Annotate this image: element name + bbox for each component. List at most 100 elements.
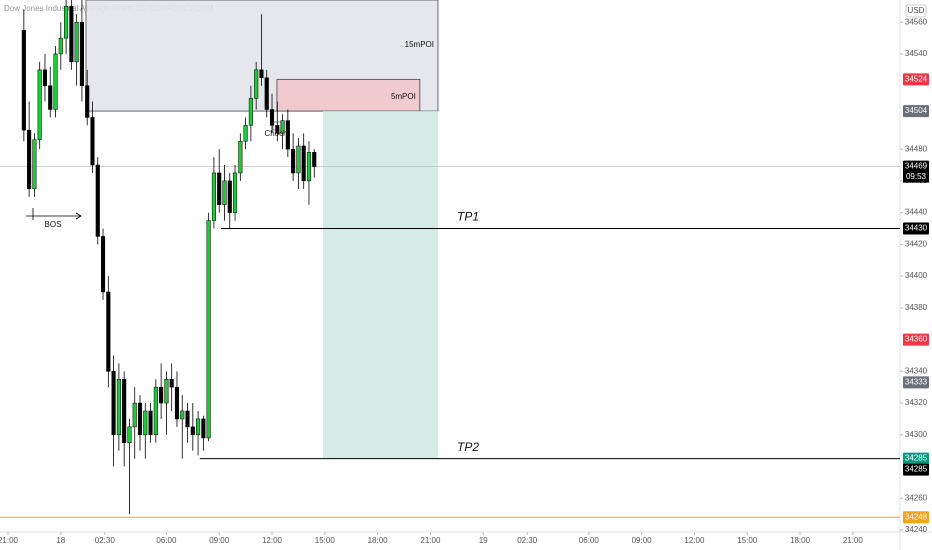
- price-badge: [903, 222, 929, 235]
- candle-body: [169, 379, 174, 388]
- candle-body: [269, 109, 275, 126]
- y-tick-label: 34320: [905, 398, 928, 407]
- currency: USD: [908, 6, 925, 15]
- candle-body: [206, 220, 211, 439]
- candle-body: [248, 98, 253, 126]
- x-tick-label: 06:00: [579, 536, 600, 545]
- candle-body: [74, 21, 79, 63]
- candle-body: [32, 139, 37, 190]
- candle-body: [312, 152, 317, 167]
- candle-body: [127, 426, 132, 443]
- price-badge-label: 34360: [905, 335, 928, 344]
- candle-body: [58, 37, 63, 55]
- candle-body: [164, 379, 169, 404]
- y-tick-label: 34400: [905, 271, 928, 280]
- candle-body: [85, 85, 90, 118]
- candle-body: [227, 180, 232, 213]
- candle-body: [217, 172, 222, 205]
- candle-body: [291, 148, 296, 174]
- candle-body: [137, 402, 143, 436]
- choch-label: Choch: [264, 129, 287, 138]
- candle-body: [196, 418, 201, 436]
- candle-body: [122, 379, 127, 443]
- x-tick-label: 02:30: [517, 536, 538, 545]
- x-tick-label: 06:00: [156, 536, 177, 545]
- candle-body: [21, 29, 26, 131]
- price-badge-label: 34430: [905, 224, 928, 233]
- y-tick-label: 34420: [905, 239, 928, 248]
- candle-body: [79, 21, 84, 86]
- x-tick-label: 15:00: [737, 536, 758, 545]
- price-badge-label: 34469: [905, 162, 928, 171]
- price-badge-label: 34333: [905, 378, 928, 387]
- x-tick-label: 18:00: [368, 536, 389, 545]
- candle-body: [306, 152, 312, 182]
- x-tick-label: 18: [56, 536, 65, 545]
- countdown: 09:53: [906, 172, 927, 181]
- price-badge: [903, 160, 929, 173]
- candle-body: [232, 172, 238, 213]
- zone-label: 5mPOI: [391, 92, 416, 101]
- zone: [276, 78, 421, 112]
- price-badge: [903, 73, 929, 86]
- price-badge: [903, 105, 929, 118]
- price-badge: [903, 452, 929, 465]
- x-tick-label: 19: [479, 536, 488, 545]
- bos-label: BOS: [45, 220, 62, 229]
- price-badge: [903, 463, 929, 476]
- candle-body: [100, 236, 106, 293]
- price-badge-label: 34285: [905, 465, 928, 474]
- x-tick-label: 15:00: [315, 536, 336, 545]
- x-tick-label: 12:00: [684, 536, 705, 545]
- x-tick-label: 18:00: [790, 536, 811, 545]
- candle-body: [190, 426, 195, 436]
- candle-body: [37, 69, 42, 140]
- candle-body: [111, 371, 116, 436]
- candle-body: [90, 117, 95, 166]
- candle-body: [95, 164, 100, 237]
- zone-label: 15mPOI: [405, 40, 434, 49]
- y-tick-label: 34440: [905, 208, 928, 217]
- y-tick-label: 34540: [905, 49, 928, 58]
- x-tick-label: 21:00: [420, 536, 441, 545]
- price-badge: [903, 376, 929, 389]
- candle-body: [143, 410, 148, 436]
- countdown-badge: [903, 171, 929, 183]
- zone: [323, 111, 438, 459]
- candle-body: [42, 69, 48, 86]
- y-tick-label: 34380: [905, 303, 928, 312]
- price-badge: [903, 511, 929, 524]
- y-tick-label: 34240: [905, 525, 928, 534]
- y-tick-label: 34300: [905, 430, 928, 439]
- x-tick-label: 09:00: [632, 536, 653, 545]
- candle-body: [159, 386, 164, 404]
- y-tick-label: 34260: [905, 493, 928, 502]
- x-tick-label: 21:00: [0, 536, 19, 545]
- candle-body: [285, 120, 290, 150]
- y-tick-label: 34560: [905, 17, 928, 26]
- candle-body: [174, 386, 180, 420]
- candle-body: [254, 69, 259, 99]
- price-badge: [903, 333, 929, 346]
- candle-body: [222, 180, 227, 205]
- candle-body: [201, 418, 206, 439]
- target-label: TP2: [457, 440, 479, 454]
- candle-body: [153, 386, 158, 436]
- target-label: TP1: [457, 210, 479, 224]
- y-tick-label: 34480: [905, 144, 928, 153]
- candle-body: [106, 291, 111, 372]
- x-tick-label: 12:00: [262, 536, 283, 545]
- candle-body: [132, 402, 137, 428]
- candle-body: [301, 145, 306, 182]
- candle-body: [64, 6, 69, 39]
- candle-body: [259, 69, 264, 79]
- y-tick-label: 34340: [905, 366, 928, 375]
- candle-body: [264, 77, 269, 110]
- choch-box: [272, 121, 282, 131]
- candle-body: [211, 172, 216, 221]
- candle-body: [27, 129, 32, 190]
- candle-body: [116, 379, 121, 436]
- bos-arrow: [75, 212, 82, 220]
- candle-body: [243, 125, 248, 142]
- price-badge-label: 34248: [905, 512, 928, 521]
